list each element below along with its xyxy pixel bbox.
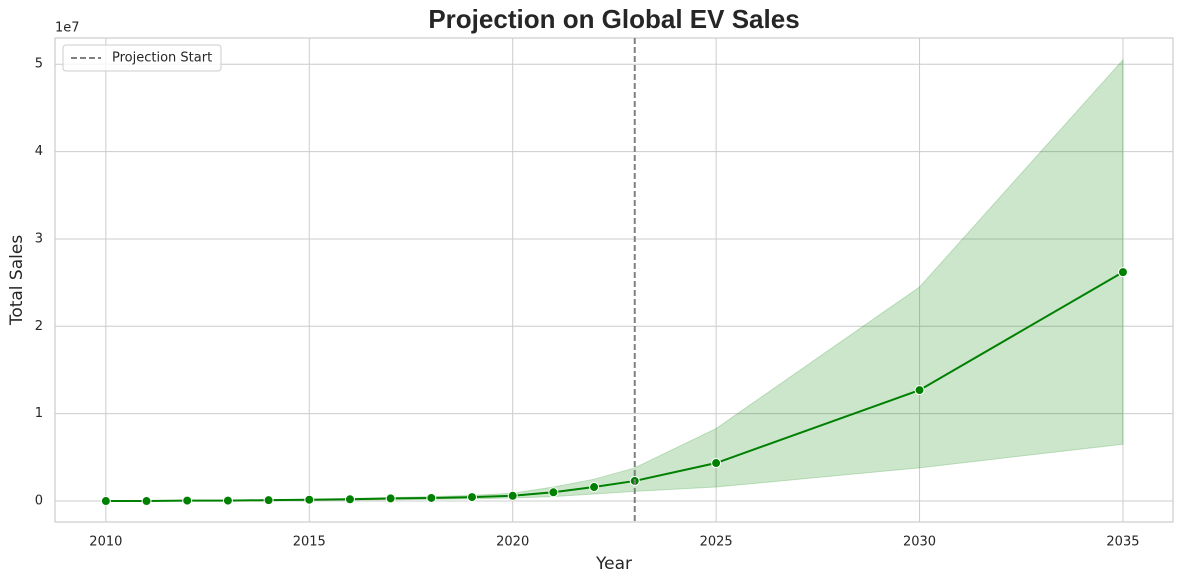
- point: [548, 487, 559, 498]
- point: [589, 482, 600, 493]
- y-tick-label: 1: [35, 406, 43, 421]
- x-tick-label: 2035: [1106, 535, 1139, 550]
- point: [426, 492, 437, 503]
- x-tick-label: 2025: [700, 535, 733, 550]
- y-tick-label: 3: [35, 231, 43, 246]
- y-tick-label: 5: [35, 57, 43, 72]
- point: [344, 494, 355, 505]
- y-axis-label: Total Sales: [7, 235, 27, 326]
- point: [141, 496, 152, 507]
- point: [711, 458, 722, 469]
- confidence-band: [105, 58, 1124, 502]
- point: [507, 490, 518, 501]
- point: [467, 492, 478, 503]
- point: [914, 385, 925, 396]
- point: [100, 496, 111, 507]
- x-tick-label: 2010: [89, 535, 122, 550]
- x-tick-label: 2020: [496, 535, 529, 550]
- legend-box: [62, 44, 222, 72]
- point: [304, 494, 315, 505]
- y-offset-label: 1e7: [55, 21, 80, 36]
- y-tick-label: 0: [35, 494, 43, 509]
- x-axis-label: Year: [595, 554, 632, 574]
- point: [385, 493, 396, 504]
- y-tick-label: 2: [35, 319, 43, 334]
- point: [182, 495, 193, 506]
- legend-label: Projection Start: [112, 51, 212, 66]
- x-tick-label: 2030: [903, 535, 936, 550]
- chart-title: Projection on Global EV Sales: [428, 4, 799, 34]
- y-tick-label: 4: [35, 144, 43, 159]
- x-tick-label: 2015: [293, 535, 326, 550]
- point: [1117, 267, 1128, 278]
- point: [222, 495, 233, 506]
- point: [263, 495, 274, 506]
- plot-frame: [54, 37, 1174, 523]
